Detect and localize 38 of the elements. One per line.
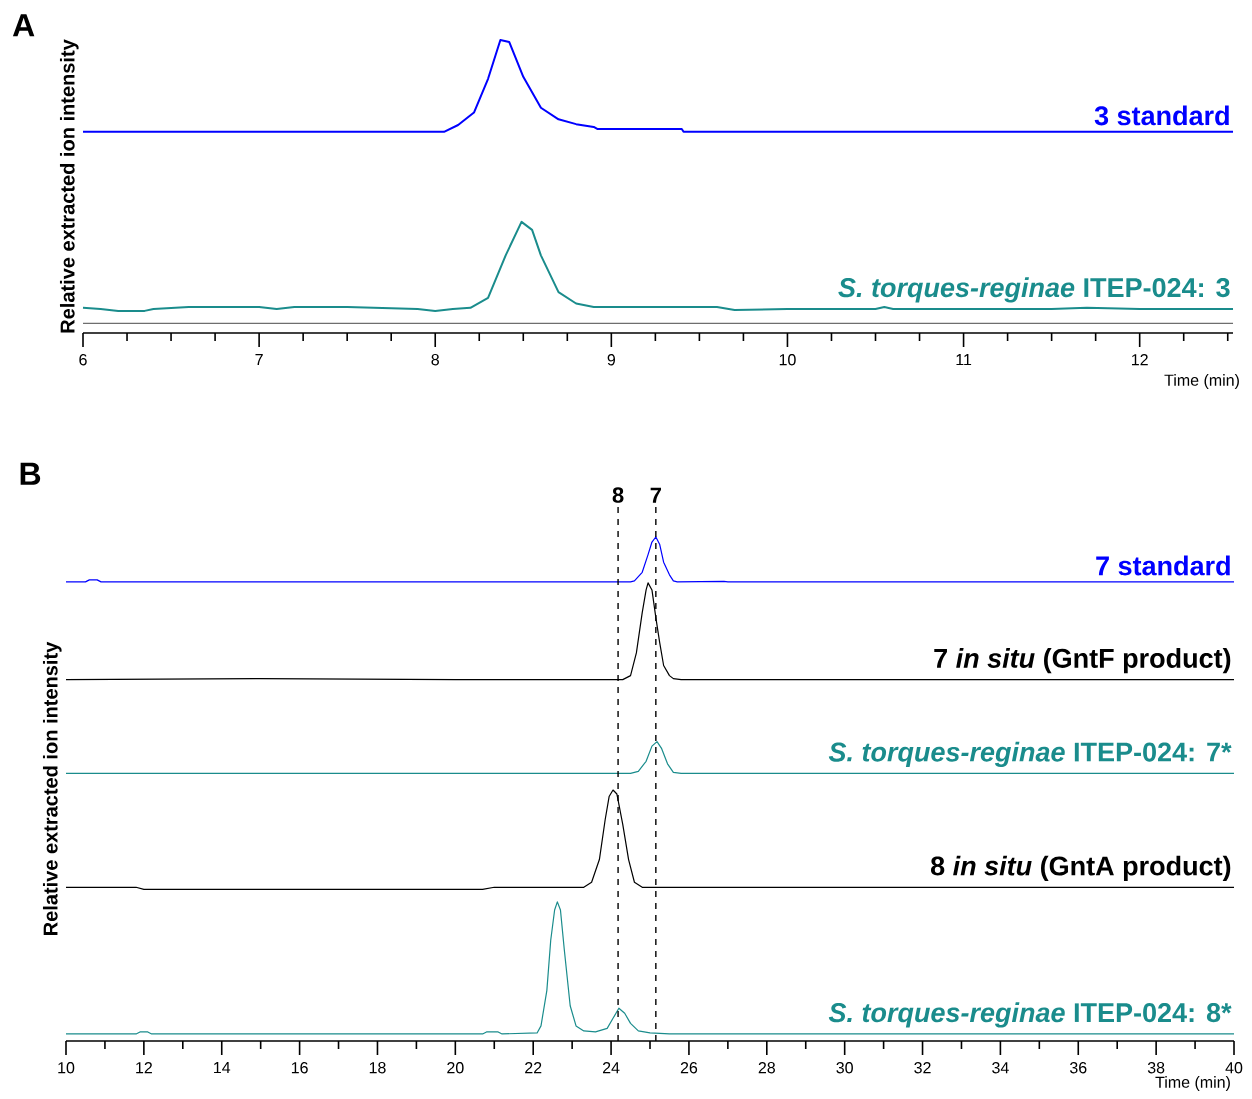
text: 8: [612, 487, 624, 503]
y-axis-title: Relative extracted ion intensity: [59, 39, 79, 333]
x-tick-label: 12: [136, 1062, 152, 1074]
text: 7: [650, 487, 661, 503]
x-tick-label: 10: [58, 1062, 75, 1074]
x-tick-label: 11: [956, 354, 972, 366]
x-tick-label: 18: [369, 1062, 386, 1074]
x-tick-label: 14: [214, 1062, 231, 1074]
series-label: S. torques-reginae ITEP-024: 7*: [828, 741, 1232, 767]
chart-title: B: [20, 462, 41, 485]
x-tick-label: 34: [992, 1062, 1009, 1074]
series-label: 7 in situ (GntF product): [934, 648, 1231, 674]
x-tick-label: 9: [607, 354, 616, 366]
x-tick-label: 16: [291, 1062, 308, 1074]
y-axis-title: Relative extracted ion intensity: [42, 641, 62, 935]
x-tick-label: 12: [1132, 354, 1148, 366]
x-tick-label: 36: [1069, 1062, 1087, 1074]
series-label: 8 in situ (GntA product): [930, 855, 1231, 881]
x-tick-label: 10: [779, 354, 796, 366]
x-tick-label: 24: [602, 1062, 620, 1074]
x-axis-title: Time (min): [1164, 374, 1239, 389]
x-tick-label: 30: [836, 1062, 853, 1074]
x-tick-label: 8: [431, 354, 439, 366]
chart-title: A: [12, 14, 35, 37]
x-axis-title: Time (min): [1155, 1076, 1230, 1091]
x-tick-label: 6: [79, 354, 87, 366]
x-tick-label: 38: [1147, 1062, 1165, 1074]
series-label: S. torques-reginae ITEP-024: 8*: [828, 1002, 1232, 1028]
x-tick-label: 26: [680, 1062, 698, 1074]
series-label: S. torques-reginae ITEP-024: 3: [838, 277, 1230, 303]
series-label: 3 standard: [1094, 105, 1229, 126]
series-label: 7 standard: [1096, 555, 1230, 576]
x-tick-label: 7: [255, 354, 263, 366]
x-tick-label: 22: [525, 1062, 542, 1074]
x-tick-label: 20: [447, 1062, 464, 1074]
x-tick-label: 40: [1225, 1062, 1243, 1074]
x-tick-label: 32: [914, 1062, 931, 1074]
x-tick-label: 28: [758, 1062, 775, 1074]
